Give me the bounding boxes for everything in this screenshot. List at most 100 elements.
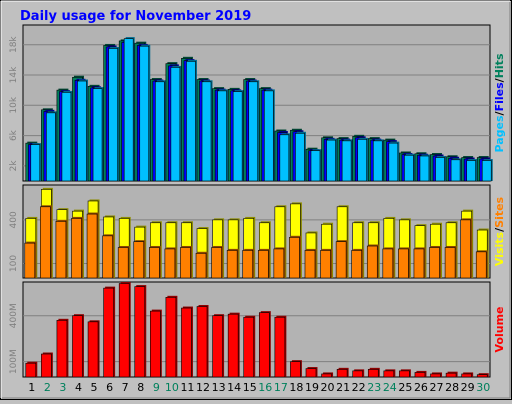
- tick-label-visits-sites: 400: [9, 211, 19, 228]
- volume-bar: [290, 361, 301, 378]
- pages-bar: [310, 150, 321, 182]
- volume-bar: [336, 369, 348, 378]
- sites-bar: [117, 247, 129, 279]
- volume-bar: [352, 370, 363, 378]
- pages-bar: [388, 142, 399, 182]
- x-tick-label: 29: [461, 381, 475, 394]
- volume-bar: [87, 321, 99, 378]
- volume-bar: [258, 312, 270, 378]
- volume-bar: [274, 316, 286, 378]
- axis-label-part: Files: [493, 82, 506, 112]
- sites-bar: [149, 247, 160, 279]
- volume-bar: [321, 373, 332, 378]
- sites-bar: [195, 252, 207, 279]
- x-tick-label: 14: [227, 381, 241, 394]
- volume-bar: [461, 373, 472, 378]
- pages-bar: [419, 155, 430, 182]
- panel-volume: [22, 281, 491, 378]
- tick-label-hits-files-pages: 2k: [9, 160, 19, 172]
- x-tick-label: 2: [44, 381, 51, 394]
- pages-bar: [155, 81, 165, 182]
- pages-bar: [46, 112, 56, 182]
- sites-bar: [55, 221, 67, 279]
- panel-visits-sites: [22, 184, 491, 279]
- pages-bar: [372, 140, 383, 182]
- volume-bar: [305, 368, 317, 378]
- sites-bar: [133, 241, 145, 279]
- pages-bar: [450, 159, 461, 182]
- sites-bar: [429, 247, 440, 279]
- tick-label-hits-files-pages: 14k: [9, 66, 19, 83]
- volume-bar: [383, 370, 395, 378]
- pages-bar: [326, 139, 336, 182]
- sites-bar: [242, 250, 254, 279]
- pages-bar: [295, 132, 305, 182]
- x-tick-label: 13: [212, 381, 226, 394]
- pages-bar: [357, 139, 367, 182]
- sites-bar: [226, 250, 238, 279]
- x-tick-label: 26: [414, 381, 428, 394]
- pages-bar: [139, 45, 150, 182]
- sites-bar: [444, 247, 456, 279]
- axis-label-part: Hits: [493, 53, 506, 78]
- sites-bar: [40, 206, 51, 279]
- sites-bar: [257, 250, 269, 279]
- sites-bar: [180, 247, 191, 279]
- x-tick-label: 9: [153, 381, 160, 394]
- volume-bar: [103, 287, 114, 378]
- sites-bar: [460, 219, 471, 279]
- pages-bar: [186, 61, 196, 182]
- axis-label-part: /: [493, 227, 506, 232]
- tick-label-volume: 400M: [9, 303, 19, 328]
- tick-label-volume: 100M: [9, 349, 19, 374]
- tick-label-visits-sites: 100: [9, 255, 19, 272]
- volume-bar: [181, 307, 192, 378]
- x-tick-label: 6: [106, 381, 113, 394]
- sites-bar: [273, 248, 285, 279]
- pages-bar: [61, 92, 72, 182]
- sites-bar: [211, 247, 222, 279]
- volume-bar: [476, 374, 488, 378]
- pages-bar: [279, 134, 290, 182]
- volume-bar: [25, 362, 37, 378]
- sites-bar: [164, 248, 176, 279]
- sites-bar: [475, 251, 487, 279]
- sites-bar: [382, 248, 394, 279]
- pages-bar: [263, 90, 274, 182]
- pages-bar: [232, 91, 243, 182]
- x-tick-label: 3: [59, 381, 66, 394]
- axis-label-part: Volume: [493, 307, 506, 353]
- pages-bar: [92, 88, 103, 182]
- x-tick-label: 25: [398, 381, 412, 394]
- x-tick-label: 21: [336, 381, 350, 394]
- chart-title: Daily usage for November 2019: [20, 9, 251, 24]
- x-tick-label: 20: [321, 381, 335, 394]
- sites-bar: [335, 241, 347, 279]
- pages-bar: [481, 160, 492, 182]
- volume-bar: [196, 306, 208, 378]
- tick-label-hits-files-pages: 18k: [9, 36, 19, 53]
- sites-bar: [102, 235, 113, 279]
- axis-label-part: /: [493, 110, 506, 115]
- x-tick-label: 8: [137, 381, 144, 394]
- x-tick-label: 4: [75, 381, 82, 394]
- sites-bar: [413, 248, 425, 279]
- axis-label-visits-sites: Visits/Sites: [493, 196, 506, 266]
- x-tick-label: 22: [352, 381, 366, 394]
- axis-label-part: Visits: [493, 231, 506, 266]
- x-tick-label: 28: [445, 381, 459, 394]
- axis-label-part: Pages: [493, 115, 506, 153]
- sites-bar: [320, 250, 331, 279]
- pages-bar: [341, 140, 352, 182]
- pages-bar: [123, 38, 134, 182]
- x-tick-label: 5: [91, 381, 98, 394]
- volume-bar: [118, 283, 130, 378]
- pages-bar: [201, 81, 212, 182]
- sites-bar: [24, 242, 36, 279]
- x-tick-label: 11: [180, 381, 194, 394]
- x-tick-label: 23: [367, 381, 381, 394]
- pages-bar: [435, 157, 445, 182]
- volume-bar: [134, 286, 146, 378]
